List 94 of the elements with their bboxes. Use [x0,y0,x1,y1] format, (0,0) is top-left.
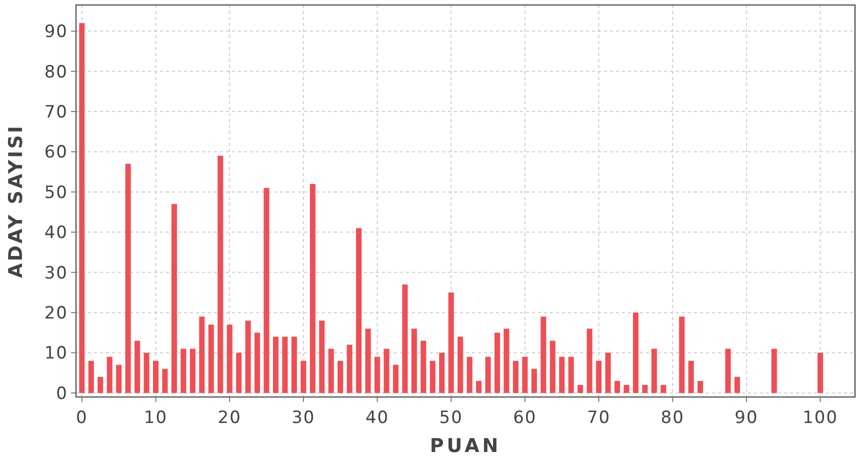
x-tick-label: 70 [586,408,611,428]
bar [688,360,694,393]
bar [144,352,150,393]
y-tick-label: 10 [44,344,68,364]
bar [134,340,140,393]
y-tick-label: 70 [44,102,68,122]
bar [218,156,224,393]
bar [300,360,306,393]
bar [88,360,94,393]
y-tick-label: 80 [44,62,68,82]
bar [208,324,214,393]
bar [79,23,85,393]
bar [586,328,592,393]
bar [402,284,408,393]
x-tick-label: 20 [218,408,242,428]
bar [226,324,232,393]
bar [485,356,491,393]
bar [236,352,242,393]
bar [411,328,417,393]
bar [365,328,371,393]
bar [578,384,584,393]
bar [522,356,528,393]
bar [430,360,436,393]
bar [642,384,648,393]
x-tick-label: 50 [439,408,463,428]
bar [245,320,251,393]
bar [190,348,196,393]
bar [346,344,352,393]
bar [374,356,380,393]
y-tick-label: 60 [44,142,68,163]
bar [531,368,537,393]
bar [338,360,344,393]
bar [559,356,565,393]
bar [540,316,546,393]
bar [458,336,464,393]
bar [420,340,426,393]
bar [171,204,177,393]
y-tick-label: 40 [44,223,68,244]
bar [310,184,316,393]
bar [384,348,390,393]
bar [319,320,325,393]
bar [512,360,518,393]
bar [466,356,472,393]
bar [180,348,186,393]
x-axis-title: PUAN [430,435,502,457]
bar [651,348,657,393]
bar [698,380,704,393]
y-axis-title: ADAY SAYISI [5,124,27,278]
bar [98,376,104,393]
bar [504,328,510,393]
y-tick-label: 90 [44,22,68,42]
bar [771,348,777,393]
bar [632,312,638,393]
bar [568,356,574,393]
bar [254,332,260,393]
bar [125,164,131,393]
bar [264,188,270,393]
bar [272,336,279,393]
x-tick-label: 30 [292,408,316,428]
y-tick-label: 20 [44,304,68,324]
bar [596,360,602,393]
bar [328,348,334,393]
x-tick-label: 60 [513,408,537,428]
bar [725,348,731,393]
bar [106,356,112,393]
y-tick-label: 50 [44,182,68,203]
bar [152,360,159,393]
x-tick-label: 90 [734,408,758,428]
bar [605,352,611,393]
bar [291,336,297,393]
bar [356,228,362,393]
bar [116,364,122,393]
bar [624,384,630,393]
bar [679,316,685,393]
bar [439,352,445,393]
y-tick-label: 30 [44,263,68,284]
bar [392,364,398,393]
bar [162,368,168,393]
bar [282,336,288,393]
x-tick-label: 0 [76,408,88,428]
x-tick-label: 100 [802,408,838,428]
x-tick-label: 80 [660,408,684,428]
bar [550,340,556,393]
x-tick-label: 40 [365,408,390,428]
bar [199,316,205,393]
bar [494,332,500,393]
bar [476,380,482,393]
x-tick-label: 10 [144,408,168,428]
bar [660,384,666,393]
bar [818,352,824,393]
bar [734,376,740,393]
bar [448,292,454,393]
bar [614,380,620,393]
y-tick-label: 0 [56,384,68,404]
